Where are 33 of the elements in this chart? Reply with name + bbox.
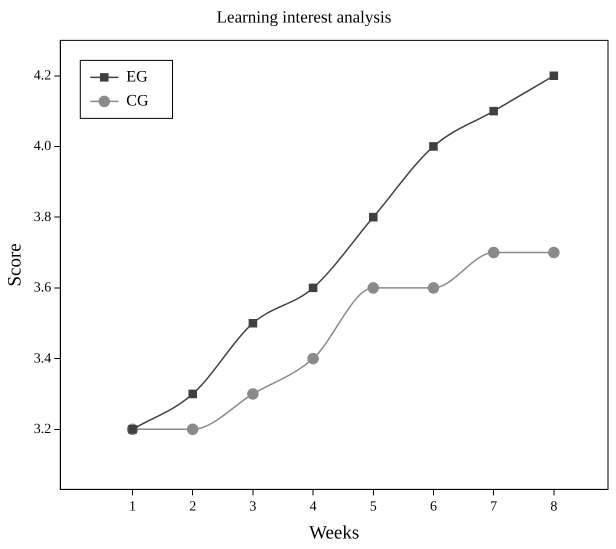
legend-label: EG: [126, 68, 148, 86]
y-axis-title: Score: [4, 243, 26, 287]
legend-label: CG: [126, 92, 149, 110]
y-tick-label: 4.0: [34, 139, 52, 154]
x-tick-label: 2: [189, 499, 196, 514]
y-tick-label: 3.6: [34, 280, 52, 296]
chart-title: Learning interest analysis: [216, 8, 392, 27]
point: [429, 142, 438, 151]
point: [248, 318, 258, 328]
point: [428, 282, 440, 294]
y-tick-label: 3.2: [34, 422, 52, 437]
x-tick-label: 4: [310, 499, 317, 514]
point: [548, 246, 560, 258]
point: [368, 282, 380, 294]
x-tick-label: 8: [550, 499, 558, 514]
point: [368, 212, 378, 222]
point: [489, 106, 498, 116]
x-tick-label: 6: [430, 499, 437, 514]
x-axis-title: Weeks: [309, 522, 360, 544]
x-tick-label: 7: [490, 499, 498, 514]
point: [550, 71, 558, 80]
point: [307, 352, 319, 364]
point: [488, 246, 500, 258]
y-tick-label: 3.8: [34, 210, 52, 225]
point: [308, 284, 318, 292]
x-tick-label: 3: [249, 499, 256, 514]
x-tick-label: 1: [129, 499, 136, 514]
point: [188, 390, 197, 398]
point: [186, 424, 198, 436]
y-tick-label: 3.4: [34, 351, 52, 366]
point: [247, 388, 259, 400]
x-tick-label: 5: [370, 499, 377, 514]
y-tick-label: 4.2: [34, 68, 52, 84]
